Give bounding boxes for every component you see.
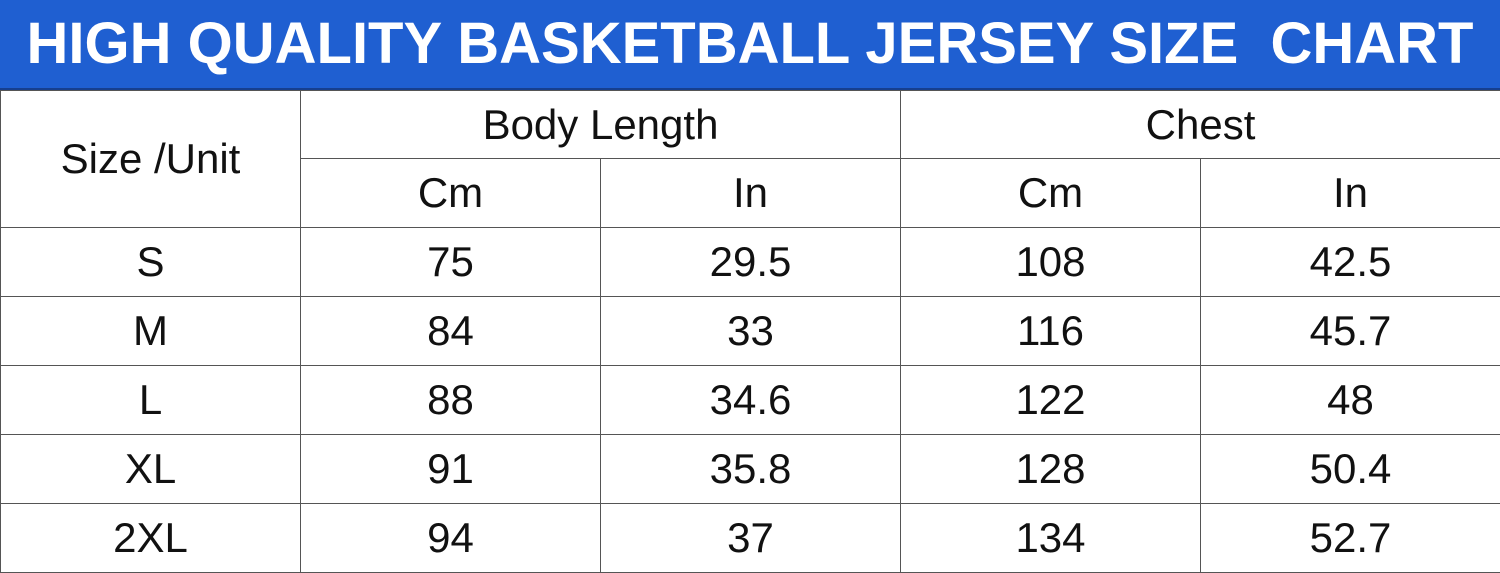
table-cell: 94 [300, 503, 601, 573]
table-cell: 37 [600, 503, 901, 573]
body-length-header: Body Length [300, 90, 901, 159]
size-label-cell: XL [0, 434, 301, 504]
page-title: HIGH QUALITY BASKETBALL JERSEY SIZE CHAR… [26, 11, 1474, 76]
table-cell: 116 [900, 296, 1201, 366]
table-cell: 108 [900, 227, 1201, 297]
table-row: M 84 33 116 45.7 [0, 296, 1500, 366]
table-row: L 88 34.6 122 48 [0, 365, 1500, 435]
table-cell: 34.6 [600, 365, 901, 435]
table-cell: 48 [1200, 365, 1500, 435]
table-cell: 91 [300, 434, 601, 504]
table-cell: 84 [300, 296, 601, 366]
table-cell: 29.5 [600, 227, 901, 297]
table-row: XL 91 35.8 128 50.4 [0, 434, 1500, 504]
table-cell: 88 [300, 365, 601, 435]
table-row: S 75 29.5 108 42.5 [0, 227, 1500, 297]
table-cell: 122 [900, 365, 1201, 435]
chest-header: Chest [900, 90, 1500, 159]
table-cell: 128 [900, 434, 1201, 504]
unit-header-cell: In [600, 158, 901, 228]
table-row: 2XL 94 37 134 52.7 [0, 503, 1500, 573]
unit-header-cell: Cm [300, 158, 601, 228]
table-cell: 75 [300, 227, 601, 297]
unit-header-cell: In [1200, 158, 1500, 228]
table-cell: 134 [900, 503, 1201, 573]
table-cell: 42.5 [1200, 227, 1500, 297]
unit-header-cell: Cm [900, 158, 1201, 228]
size-table: Size /Unit Body Length Chest Cm In Cm In… [0, 90, 1500, 573]
size-label-cell: S [0, 227, 301, 297]
size-label-cell: M [0, 296, 301, 366]
size-label-cell: 2XL [0, 503, 301, 573]
table-cell: 45.7 [1200, 296, 1500, 366]
group-header-row: Size /Unit Body Length Chest [0, 90, 1500, 228]
size-unit-header: Size /Unit [0, 90, 301, 228]
table-cell: 35.8 [600, 434, 901, 504]
table-cell: 33 [600, 296, 901, 366]
size-label-cell: L [0, 365, 301, 435]
table-cell: 52.7 [1200, 503, 1500, 573]
title-banner: HIGH QUALITY BASKETBALL JERSEY SIZE CHAR… [0, 0, 1500, 90]
table-cell: 50.4 [1200, 434, 1500, 504]
